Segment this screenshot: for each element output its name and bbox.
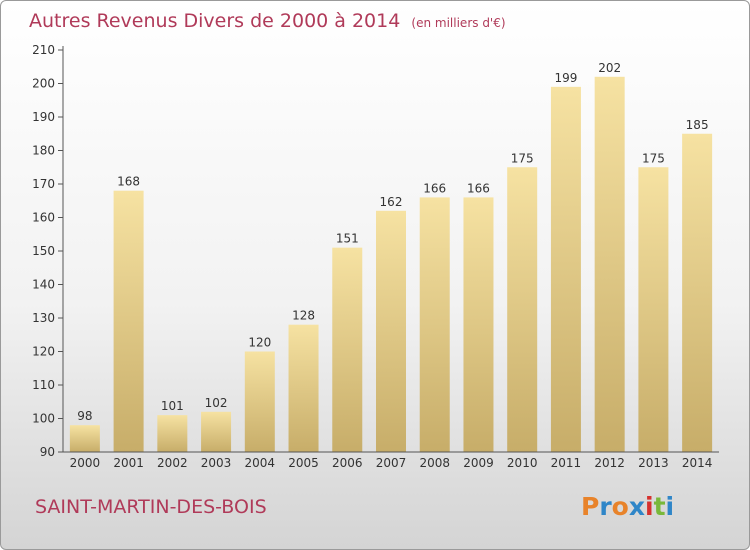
- logo-letter: i: [665, 492, 675, 521]
- y-tick-label: 90: [40, 445, 55, 459]
- y-tick-label: 100: [32, 412, 55, 426]
- chart-title: Autres Revenus Divers de 2000 à 2014: [29, 10, 401, 32]
- y-tick-label: 190: [32, 110, 55, 124]
- y-tick-label: 150: [32, 244, 55, 258]
- commune-name: SAINT-MARTIN-DES-BOIS: [35, 496, 267, 518]
- x-tick-label: 2006: [332, 456, 363, 470]
- bar-2003: [201, 411, 232, 452]
- bar-2012: [594, 76, 625, 453]
- value-label: 101: [161, 399, 184, 413]
- y-tick-label: 120: [32, 345, 55, 359]
- value-label: 162: [380, 195, 403, 209]
- bar-2014: [682, 133, 713, 452]
- logo-letter: i: [645, 492, 654, 521]
- x-tick-label: 2003: [201, 456, 232, 470]
- y-tick-label: 200: [32, 77, 55, 91]
- bar-2007: [376, 210, 406, 452]
- value-label: 199: [554, 71, 577, 85]
- x-tick-label: 2012: [594, 456, 625, 470]
- logo-letter: x: [628, 492, 645, 521]
- value-label: 128: [292, 309, 315, 323]
- x-tick-label: 2011: [551, 456, 582, 470]
- y-tick-label: 160: [32, 211, 55, 225]
- x-tick-label: 2007: [376, 456, 407, 470]
- value-label: 175: [511, 151, 534, 165]
- bar-2005: [288, 324, 319, 452]
- value-label: 120: [248, 336, 271, 350]
- bar-2011: [550, 86, 581, 452]
- title-row: Autres Revenus Divers de 2000 à 2014 (en…: [29, 10, 506, 32]
- bar-2010: [507, 167, 538, 452]
- logo-letter: t: [653, 492, 666, 521]
- logo-letter: P: [581, 492, 600, 521]
- x-tick-label: 2013: [638, 456, 669, 470]
- logo-letter: o: [611, 492, 629, 521]
- x-tick-label: 2002: [157, 456, 188, 470]
- x-tick-label: 2005: [288, 456, 319, 470]
- value-label: 166: [467, 181, 490, 195]
- y-tick-label: 140: [32, 278, 55, 292]
- bar-2000: [69, 425, 100, 452]
- bar-2008: [419, 197, 450, 452]
- value-label: 168: [117, 175, 140, 189]
- x-tick-label: 2000: [70, 456, 101, 470]
- value-label: 102: [205, 396, 228, 410]
- x-tick-label: 2010: [507, 456, 538, 470]
- y-tick-label: 170: [32, 177, 55, 191]
- x-tick-label: 2014: [682, 456, 713, 470]
- y-tick-label: 110: [32, 378, 55, 392]
- bar-2004: [244, 351, 275, 452]
- y-tick-label: 180: [32, 144, 55, 158]
- value-label: 98: [77, 409, 92, 423]
- value-label: 185: [686, 118, 709, 132]
- x-tick-label: 2008: [419, 456, 450, 470]
- bar-2013: [638, 167, 669, 452]
- x-tick-label: 2009: [463, 456, 494, 470]
- bar-2009: [463, 197, 494, 452]
- bar-2001: [113, 190, 144, 452]
- proxiti-logo: Proxiti: [581, 492, 674, 521]
- bar-2006: [332, 247, 363, 452]
- x-tick-label: 2004: [245, 456, 276, 470]
- value-label: 166: [423, 181, 446, 195]
- x-tick-label: 2001: [113, 456, 144, 470]
- bar-2002: [157, 415, 188, 452]
- y-tick-label: 210: [32, 43, 55, 57]
- value-label: 175: [642, 151, 665, 165]
- value-label: 202: [598, 61, 621, 75]
- logo-letter: r: [599, 492, 612, 521]
- y-tick-label: 130: [32, 311, 55, 325]
- chart-subtitle: (en milliers d'€): [411, 16, 506, 30]
- value-label: 151: [336, 232, 359, 246]
